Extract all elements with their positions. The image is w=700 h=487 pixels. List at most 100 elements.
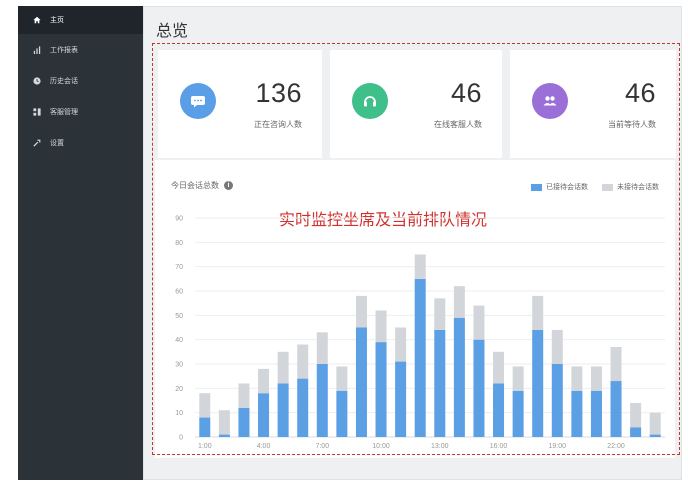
y-tick-label: 60 xyxy=(175,289,183,296)
bar-received xyxy=(571,390,583,437)
bar-unreceived xyxy=(473,305,485,340)
bar-received xyxy=(453,317,465,437)
sidebar-item-label: 客服管理 xyxy=(50,108,78,116)
main-content: 总览 136 正在咨询人数 46 在线客服人数 46 当前等待人数 今日会话总数… xyxy=(143,6,682,480)
bar-received xyxy=(414,278,426,437)
y-tick-label: 10 xyxy=(175,410,183,417)
chart-title-text: 今日会话总数 xyxy=(171,181,219,190)
bar-unreceived xyxy=(453,286,465,318)
bar-unreceived xyxy=(551,329,563,364)
bar-received xyxy=(610,381,622,437)
bar-received xyxy=(473,339,485,437)
bar-chart: 0 10 20 30 40 50 60 70 80 90 1:00 4:00 7:00 10:00 13:0… xyxy=(175,216,665,450)
headset-icon xyxy=(352,83,388,119)
bar-unreceived xyxy=(414,254,426,279)
bar-unreceived xyxy=(630,402,642,428)
chart-title: 今日会话总数 i xyxy=(171,180,233,191)
stat-value: 136 xyxy=(255,78,302,108)
legend-label: 已接待会话数 xyxy=(546,184,588,191)
home-icon xyxy=(30,16,44,24)
sidebar-item-reports[interactable]: 工作报表 xyxy=(18,34,143,65)
bar-received xyxy=(630,427,642,437)
bar-received xyxy=(532,329,544,437)
bar-unreceived xyxy=(395,327,407,362)
x-tick-label: 22:00 xyxy=(607,443,625,450)
bar-received xyxy=(493,383,505,437)
bar-received xyxy=(336,390,348,437)
x-tick-label: 1:00 xyxy=(198,443,212,450)
y-tick-label: 30 xyxy=(175,362,183,369)
bar-unreceived xyxy=(336,366,348,391)
sidebar: 主页 工作报表 历史会话 客服管理 设置 xyxy=(18,6,143,480)
stat-value: 46 xyxy=(450,78,482,108)
bar-unreceived xyxy=(512,366,524,391)
bar-unreceived xyxy=(297,344,309,379)
bar-received xyxy=(218,434,230,437)
stat-card-waiting: 46 当前等待人数 xyxy=(510,50,676,158)
bar-received xyxy=(395,361,407,437)
sidebar-item-label: 设置 xyxy=(50,139,64,147)
x-tick-label: 13:00 xyxy=(431,443,449,450)
bar-received xyxy=(551,364,563,437)
sidebar-item-label: 历史会话 xyxy=(50,77,78,85)
users-icon xyxy=(532,83,568,119)
bar-received xyxy=(258,393,270,437)
y-tick-label: 70 xyxy=(175,264,183,271)
page-title: 总览 xyxy=(156,23,189,40)
sidebar-item-label: 主页 xyxy=(50,17,64,24)
bar-received xyxy=(512,390,524,437)
grid-icon xyxy=(30,107,44,116)
bar-received xyxy=(649,434,661,437)
sidebar-item-history[interactable]: 历史会话 xyxy=(18,65,143,96)
bar-unreceived xyxy=(649,412,661,435)
sidebar-item-staff[interactable]: 客服管理 xyxy=(18,96,143,127)
bar-unreceived xyxy=(316,332,328,364)
stat-label: 正在咨询人数 xyxy=(254,120,302,129)
stat-card-online-agents: 46 在线客服人数 xyxy=(330,50,502,158)
clock-icon xyxy=(30,76,44,85)
bar-received xyxy=(238,407,250,437)
highlight-frame xyxy=(152,43,680,455)
bar-unreceived xyxy=(258,368,270,394)
sidebar-item-settings[interactable]: 设置 xyxy=(18,127,143,158)
bar-unreceived xyxy=(532,295,544,330)
bar-unreceived xyxy=(277,351,289,384)
bar-unreceived xyxy=(218,410,230,435)
stat-value: 46 xyxy=(624,78,656,108)
stat-label: 在线客服人数 xyxy=(434,120,482,129)
y-tick-label: 80 xyxy=(175,240,183,247)
chart-legend: 已接待会话数 未接待会话数 xyxy=(531,182,659,192)
bar-received xyxy=(375,342,387,437)
wrench-icon xyxy=(30,139,44,147)
info-icon[interactable]: i xyxy=(224,181,233,190)
y-tick-label: 0 xyxy=(179,435,183,442)
x-tick-label: 16:00 xyxy=(490,443,508,450)
bar-unreceived xyxy=(199,393,211,418)
y-tick-label: 90 xyxy=(175,216,183,223)
y-tick-label: 50 xyxy=(175,313,183,320)
bar-unreceived xyxy=(610,346,622,382)
bar-unreceived xyxy=(375,310,387,343)
bar-received xyxy=(434,329,446,437)
chat-icon xyxy=(180,83,216,119)
sidebar-item-label: 工作报表 xyxy=(50,46,78,54)
legend-swatch xyxy=(602,183,613,191)
legend-item-received[interactable]: 已接待会话数 xyxy=(531,182,588,192)
x-tick-label: 4:00 xyxy=(257,443,271,450)
sidebar-item-home[interactable]: 主页 xyxy=(18,6,143,34)
legend-item-unreceived[interactable]: 未接待会话数 xyxy=(602,182,659,192)
stat-card-consulting: 136 正在咨询人数 xyxy=(158,50,322,158)
bar-unreceived xyxy=(493,351,505,384)
chart-annotation: 实时监控坐席及当前排队情况 xyxy=(279,212,488,229)
bar-unreceived xyxy=(355,295,367,328)
bar-unreceived xyxy=(238,383,250,408)
bar-chart-icon xyxy=(30,45,44,54)
bar-received xyxy=(590,390,602,437)
stat-label: 当前等待人数 xyxy=(608,120,656,129)
legend-label: 未接待会话数 xyxy=(617,184,659,191)
bar-received xyxy=(297,378,309,437)
x-tick-label: 7:00 xyxy=(315,443,329,450)
bar-received xyxy=(277,383,289,437)
y-tick-label: 40 xyxy=(175,337,183,344)
bar-unreceived xyxy=(590,366,602,391)
